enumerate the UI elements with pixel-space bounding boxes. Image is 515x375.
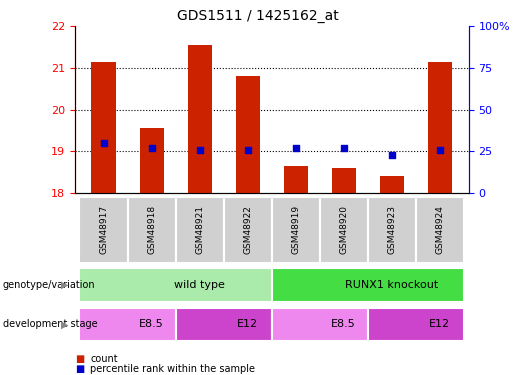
Point <box>244 147 252 153</box>
Text: E8.5: E8.5 <box>139 320 164 329</box>
Bar <box>79 197 128 262</box>
Text: wild type: wild type <box>174 280 225 290</box>
Point <box>436 147 444 153</box>
Bar <box>284 166 307 193</box>
Text: GSM48924: GSM48924 <box>435 205 444 254</box>
Text: GDS1511 / 1425162_at: GDS1511 / 1425162_at <box>177 9 338 23</box>
Text: genotype/variation: genotype/variation <box>3 280 95 290</box>
Bar <box>79 308 176 341</box>
Point <box>147 145 156 151</box>
Text: ▶: ▶ <box>61 280 68 290</box>
Bar <box>176 197 224 262</box>
Text: GSM48917: GSM48917 <box>99 205 108 254</box>
Bar <box>272 197 320 262</box>
Point <box>196 147 204 153</box>
Bar <box>79 268 272 302</box>
Text: GSM48922: GSM48922 <box>243 205 252 254</box>
Text: percentile rank within the sample: percentile rank within the sample <box>90 364 255 374</box>
Text: ■: ■ <box>75 354 84 364</box>
Text: GSM48919: GSM48919 <box>291 205 300 254</box>
Text: GSM48923: GSM48923 <box>387 205 396 254</box>
Text: E12: E12 <box>237 320 258 329</box>
Bar <box>92 62 115 193</box>
Text: E8.5: E8.5 <box>331 320 356 329</box>
Bar <box>272 308 368 341</box>
Bar <box>416 197 464 262</box>
Bar <box>368 197 416 262</box>
Bar <box>368 308 464 341</box>
Bar <box>224 197 272 262</box>
Point <box>388 152 396 158</box>
Text: E12: E12 <box>430 320 451 329</box>
Text: GSM48920: GSM48920 <box>339 205 348 254</box>
Bar <box>272 268 464 302</box>
Bar <box>380 177 404 193</box>
Point <box>291 145 300 151</box>
Bar <box>187 45 212 193</box>
Bar <box>236 76 260 193</box>
Text: GSM48918: GSM48918 <box>147 205 156 254</box>
Text: count: count <box>90 354 118 364</box>
Bar <box>176 308 272 341</box>
Bar <box>320 197 368 262</box>
Bar <box>140 129 164 193</box>
Text: ■: ■ <box>75 364 84 374</box>
Text: RUNX1 knockout: RUNX1 knockout <box>345 280 438 290</box>
Point <box>339 145 348 151</box>
Bar <box>428 62 452 193</box>
Bar <box>332 168 356 193</box>
Point <box>99 140 108 146</box>
Text: ▶: ▶ <box>61 320 68 329</box>
Text: development stage: development stage <box>3 320 97 329</box>
Bar <box>128 197 176 262</box>
Text: GSM48921: GSM48921 <box>195 205 204 254</box>
